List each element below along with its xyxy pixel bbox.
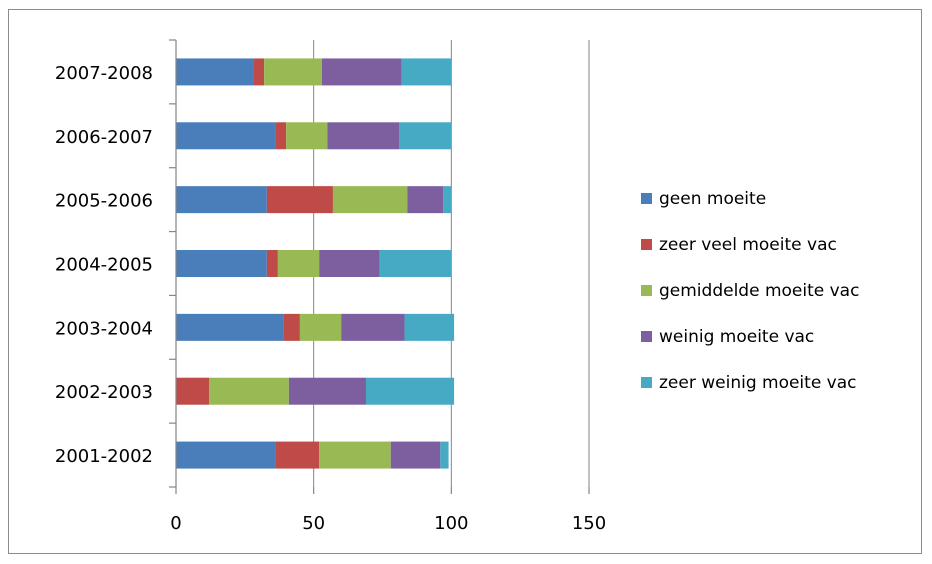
bar-2006-2007-series-3 (327, 122, 400, 150)
x-tick-label-0: 0 (170, 513, 181, 534)
bar-2001-2002-series-4 (440, 441, 449, 469)
legend-label-2: gemiddelde moeite vac (659, 281, 859, 301)
bar-2005-2006-series-0 (176, 186, 267, 214)
bar-2005-2006-series-3 (407, 186, 444, 214)
y-tick-label-2004-2005: 2004-2005 (55, 255, 153, 276)
bar-2003-2004-series-3 (341, 313, 405, 341)
y-tick-label-2005-2006: 2005-2006 (55, 191, 153, 212)
y-tick-labels: 2001-2002 2002-2003 2003-2004 2004-2005 2005… (55, 63, 153, 467)
bar-2004-2005-series-3 (319, 250, 380, 277)
legend-label-3: weinig moeite vac (659, 327, 814, 347)
bars (176, 58, 455, 469)
bar-2006-2007-series-1 (275, 122, 287, 150)
legend-swatch-4 (641, 377, 652, 388)
bar-2003-2004-series-2 (299, 313, 342, 341)
bar-2007-2008-series-1 (253, 58, 265, 86)
y-tick-label-2003-2004: 2003-2004 (55, 318, 153, 339)
x-tick-label-1: 50 (302, 513, 325, 534)
bar-2002-2003-series-4 (365, 377, 455, 405)
bar-2007-2008-series-3 (321, 58, 402, 86)
legend-label-0: geen moeite (659, 189, 766, 209)
legend-label-4: zeer weinig moeite vac (659, 373, 857, 393)
bar-2004-2005-series-2 (277, 250, 320, 277)
y-tick-label-2007-2008: 2007-2008 (55, 63, 153, 84)
bar-2001-2002-series-3 (390, 441, 441, 469)
legend-swatch-3 (641, 331, 652, 342)
bar-2001-2002-series-2 (319, 441, 391, 469)
bar-2002-2003-series-2 (209, 377, 289, 405)
y-tick-label-2001-2002: 2001-2002 (55, 446, 153, 467)
bar-2006-2007-series-2 (286, 122, 328, 150)
bar-2002-2003-series-3 (288, 377, 366, 405)
bar-2005-2006-series-2 (332, 186, 408, 214)
bar-2003-2004-series-4 (404, 313, 455, 341)
bar-2005-2006-series-4 (443, 186, 452, 214)
bar-2004-2005-series-4 (379, 250, 452, 277)
y-tick-label-2002-2003: 2002-2003 (55, 382, 153, 403)
bar-2003-2004-series-1 (283, 313, 300, 341)
legend-swatch-1 (641, 239, 652, 250)
bar-2002-2003-series-1 (176, 377, 210, 405)
bar-2005-2006-series-1 (266, 186, 333, 214)
axes (169, 39, 590, 494)
bar-2007-2008-series-4 (401, 58, 452, 86)
y-tick-label-2006-2007: 2006-2007 (55, 127, 153, 148)
bar-2007-2008-series-0 (176, 58, 254, 86)
bar-2003-2004-series-0 (176, 313, 284, 341)
bar-2006-2007-series-4 (399, 122, 452, 150)
bar-2006-2007-series-0 (176, 122, 276, 150)
bar-2001-2002-series-0 (176, 441, 276, 469)
x-tick-labels: 0 50 100 150 (170, 513, 606, 534)
x-tick-label-3: 150 (572, 513, 606, 534)
bar-2007-2008-series-2 (264, 58, 322, 86)
legend-swatch-0 (641, 193, 652, 204)
bar-2004-2005-series-0 (176, 250, 267, 277)
bar-2004-2005-series-1 (266, 250, 278, 277)
chart-area (8, 9, 922, 554)
legend: geen moeite zeer veel moeite vac gemiddeld… (641, 189, 859, 393)
bar-2001-2002-series-1 (275, 441, 320, 469)
legend-swatch-2 (641, 285, 652, 296)
legend-label-1: zeer veel moeite vac (659, 235, 837, 255)
x-tick-label-2: 100 (434, 513, 468, 534)
